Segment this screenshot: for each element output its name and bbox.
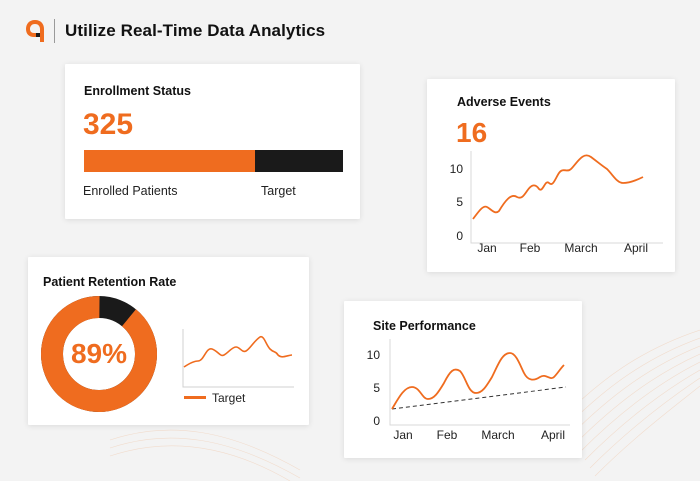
site-y-tick: 5: [373, 381, 380, 395]
enrollment-progress-bar: [84, 150, 343, 172]
page-title: Utilize Real-Time Data Analytics: [65, 21, 326, 40]
adverse-events-card: Adverse Events 16 10 5 0 Jan Feb March A…: [427, 79, 675, 272]
site-x-tick: April: [540, 428, 566, 442]
adverse-value: 16: [456, 117, 488, 148]
site-target-dashed-line: [391, 386, 567, 410]
enrollment-title: Enrollment Status: [84, 84, 191, 98]
brand-logo-icon: [26, 20, 44, 42]
adverse-x-tick: Feb: [519, 241, 541, 255]
site-axes: [389, 339, 570, 426]
site-x-tick: Jan: [393, 428, 413, 442]
site-title: Site Performance: [373, 319, 476, 333]
enrolled-patients-label: Enrolled Patients: [83, 184, 178, 198]
retention-sparkline-axes: [182, 329, 294, 388]
site-x-tick: March: [481, 428, 515, 442]
adverse-y-tick: 5: [456, 195, 463, 209]
patient-retention-card: Patient Retention Rate 89% Target: [28, 257, 309, 425]
retention-title: Patient Retention Rate: [43, 275, 177, 289]
adverse-axes: [470, 151, 663, 244]
legend-swatch: [184, 396, 206, 399]
enrollment-value: 325: [83, 108, 134, 141]
adverse-line-chart: [470, 151, 663, 244]
adverse-trend-line: [472, 154, 644, 220]
page-header: Utilize Real-Time Data Analytics: [24, 16, 325, 46]
retention-percent: 89%: [70, 338, 128, 369]
legend-target-label: Target: [212, 391, 246, 405]
retention-donut-arc: [40, 296, 157, 412]
retention-sparkline: [182, 329, 294, 388]
site-line-chart: [389, 339, 570, 426]
site-y-tick: 0: [373, 414, 380, 428]
adverse-x-tick: April: [623, 241, 649, 255]
adverse-x-tick: Jan: [477, 241, 497, 255]
header-divider: [54, 19, 55, 43]
adverse-y-tick: 10: [449, 162, 463, 176]
retention-sparkline-line: [183, 335, 293, 368]
adverse-x-tick: March: [564, 241, 598, 255]
enrollment-progress-fill: [84, 150, 255, 172]
site-y-tick: 10: [366, 348, 380, 362]
enrollment-status-card: Enrollment Status 325 Enrolled Patients …: [65, 64, 360, 219]
retention-donut-chart: [40, 296, 157, 412]
adverse-y-tick: 0: [456, 229, 463, 243]
site-performance-card: Site Performance 10 5 0 Jan Feb March Ap…: [344, 301, 582, 458]
site-x-tick: Feb: [436, 428, 458, 442]
adverse-title: Adverse Events: [457, 95, 551, 109]
site-performance-line: [391, 352, 565, 410]
target-label: Target: [261, 184, 296, 198]
